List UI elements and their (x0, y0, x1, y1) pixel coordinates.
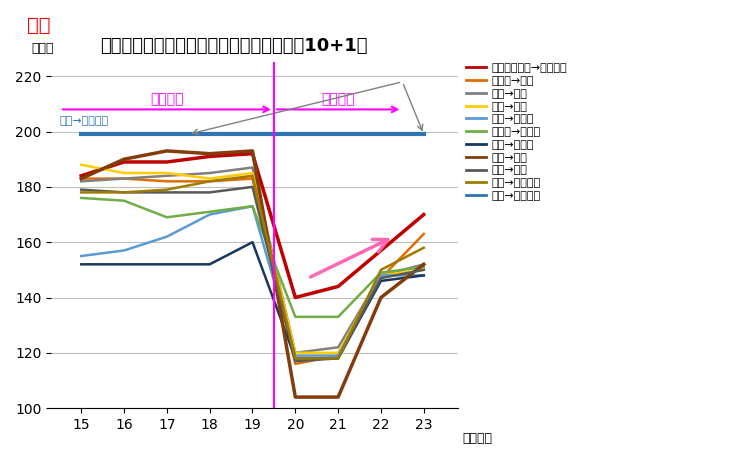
Text: コロナ前: コロナ前 (150, 93, 184, 106)
Title: 通勤電車の混雑率の推移　（関東ワースト10+1）: 通勤電車の混雑率の推移 （関東ワースト10+1） (100, 37, 368, 55)
Text: マ！: マ！ (27, 16, 50, 35)
Text: 木場→門前仲町: 木場→門前仲町 (60, 116, 109, 126)
Legend: 赤土小学校前→西日暮里, 三ノ輪→入谷, 板橋→池袋, 中野→新宿, 青井→北千住, 東浦和→南浦和, 中井→東中野, 川崎→品川, 川口→赤羽, 町屋→西日暮: 赤土小学校前→西日暮里, 三ノ輪→入谷, 板橋→池袋, 中野→新宿, 青井→北千… (464, 61, 569, 203)
Text: （％）: （％） (31, 42, 53, 55)
Text: （年度）: （年度） (462, 432, 492, 445)
Text: コロナ後: コロナ後 (321, 93, 355, 106)
